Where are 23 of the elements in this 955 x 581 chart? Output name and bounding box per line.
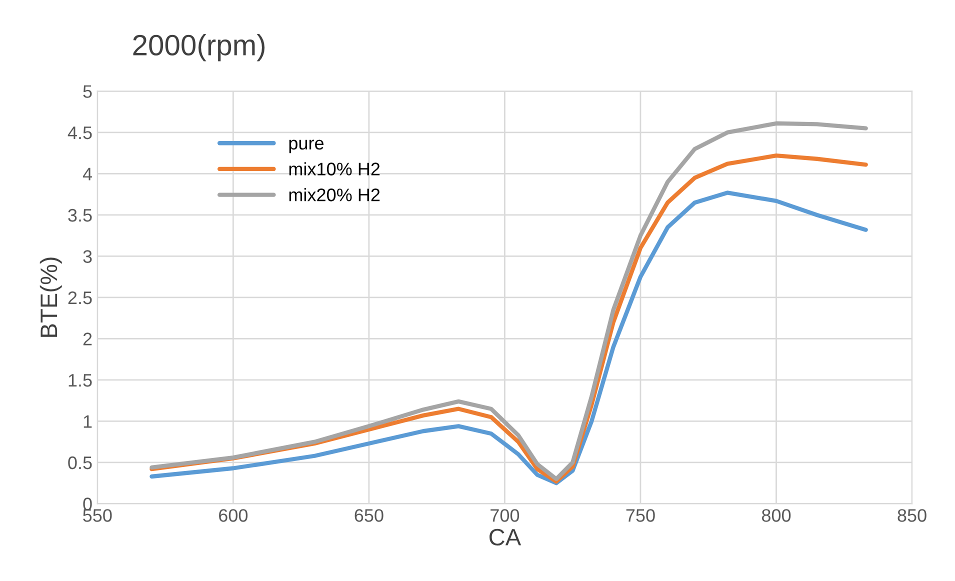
legend-label: pure <box>289 140 324 154</box>
x-tick-label: 650 <box>354 509 384 522</box>
x-tick-label: 800 <box>762 509 791 522</box>
x-axis-title: CA <box>490 528 522 546</box>
x-tick-label: 750 <box>626 509 655 522</box>
x-tick-label: 850 <box>898 509 926 522</box>
y-axis-title: BTE(%) <box>40 258 62 337</box>
legend-label: mix20% H2 <box>289 188 380 202</box>
y-tick-label: 4.5 <box>68 126 92 140</box>
chart-title: 2000(rpm) <box>133 34 265 62</box>
y-tick-label: 3 <box>83 250 92 263</box>
y-tick-label: 0.5 <box>68 456 92 470</box>
y-tick-label: 3.5 <box>68 208 92 222</box>
x-tick-label: 550 <box>83 509 112 522</box>
y-tick-label: 4 <box>82 168 92 180</box>
y-tick-label: 5 <box>83 85 92 98</box>
y-tick-label: 2.5 <box>68 291 92 304</box>
x-tick-label: 700 <box>490 509 520 522</box>
y-tick-label: 1 <box>84 415 92 428</box>
y-tick-label: 2 <box>83 332 92 346</box>
legend-label: mix10% H2 <box>289 162 380 176</box>
y-tick-label: 1.5 <box>68 374 92 387</box>
x-tick-label: 600 <box>219 509 248 522</box>
